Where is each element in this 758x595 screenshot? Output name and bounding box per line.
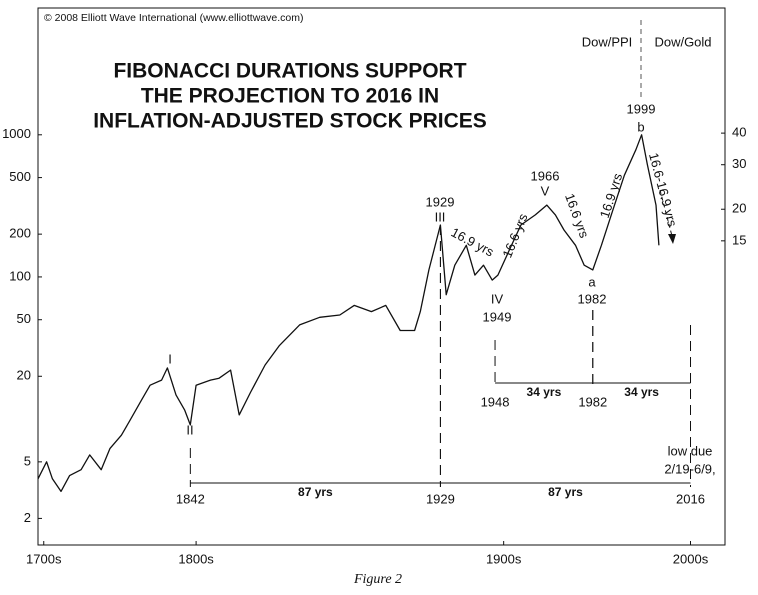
y2-tick-label: 30 bbox=[732, 156, 746, 171]
projection-arrow bbox=[659, 189, 673, 237]
x-tick-label: 1700s bbox=[26, 551, 62, 566]
y-tick-label: 200 bbox=[9, 226, 31, 241]
cycle-date: 2016 bbox=[676, 491, 705, 506]
cycle-date: 1842 bbox=[176, 491, 205, 506]
annotation: 2/19-6/9, bbox=[664, 461, 715, 476]
chart-title: THE PROJECTION TO 2016 IN bbox=[141, 85, 439, 108]
y-tick-label: 2 bbox=[24, 510, 31, 525]
cycle-date: 1929 bbox=[426, 491, 455, 506]
chart-title: FIBONACCI DURATIONS SUPPORT bbox=[113, 60, 466, 83]
y2-label: Dow/Gold bbox=[654, 34, 711, 49]
y-tick-label: 50 bbox=[17, 311, 31, 326]
series-label: Dow/PPI bbox=[582, 34, 633, 49]
y-tick-label: 20 bbox=[17, 368, 31, 383]
annotation: 1929 bbox=[426, 194, 455, 209]
annotation: a bbox=[588, 274, 596, 289]
y-tick-label: 500 bbox=[9, 169, 31, 184]
annotation: IV bbox=[491, 291, 504, 306]
annotation: 16.6 yrs bbox=[499, 211, 530, 260]
y2-tick-label: 20 bbox=[732, 201, 746, 216]
arrow-head bbox=[668, 234, 676, 244]
annotation: III bbox=[435, 209, 446, 224]
cycle-date: 1948 bbox=[481, 394, 510, 409]
y-tick-label: 100 bbox=[9, 268, 31, 283]
annotation: low due bbox=[668, 443, 713, 458]
x-tick-label: 2000s bbox=[673, 551, 709, 566]
y2-tick-label: 40 bbox=[732, 125, 746, 140]
annotation: 1966 bbox=[531, 168, 560, 183]
annotation: I bbox=[168, 351, 172, 366]
annotation: 1949 bbox=[483, 309, 512, 324]
cycle-duration: 34 yrs bbox=[624, 385, 659, 399]
caption: Figure 2 bbox=[353, 572, 402, 587]
copyright: © 2008 Elliott Wave International (www.e… bbox=[44, 12, 303, 24]
cycle-duration: 87 yrs bbox=[298, 485, 333, 499]
y-tick-label: 5 bbox=[24, 453, 31, 468]
cycle-duration: 34 yrs bbox=[527, 385, 562, 399]
data-line bbox=[37, 134, 660, 493]
annotation: V bbox=[541, 183, 550, 198]
annotation: b bbox=[637, 119, 644, 134]
annotation: 16.6-16.9 yrs bbox=[646, 151, 680, 229]
cycle-date: 1982 bbox=[578, 394, 607, 409]
annotation: 1982 bbox=[578, 291, 607, 306]
x-tick-label: 1900s bbox=[486, 551, 522, 566]
annotation: 1999 bbox=[627, 101, 656, 116]
y-tick-label: 1000 bbox=[2, 126, 31, 141]
chart-title: INFLATION-ADJUSTED STOCK PRICES bbox=[93, 110, 487, 133]
y2-tick-label: 15 bbox=[732, 232, 746, 247]
annotation: 16.9 yrs bbox=[597, 171, 626, 220]
annotation: 16.9 yrs bbox=[449, 225, 497, 260]
x-tick-label: 1800s bbox=[178, 551, 214, 566]
annotation: II bbox=[186, 422, 193, 437]
cycle-duration: 87 yrs bbox=[548, 485, 583, 499]
